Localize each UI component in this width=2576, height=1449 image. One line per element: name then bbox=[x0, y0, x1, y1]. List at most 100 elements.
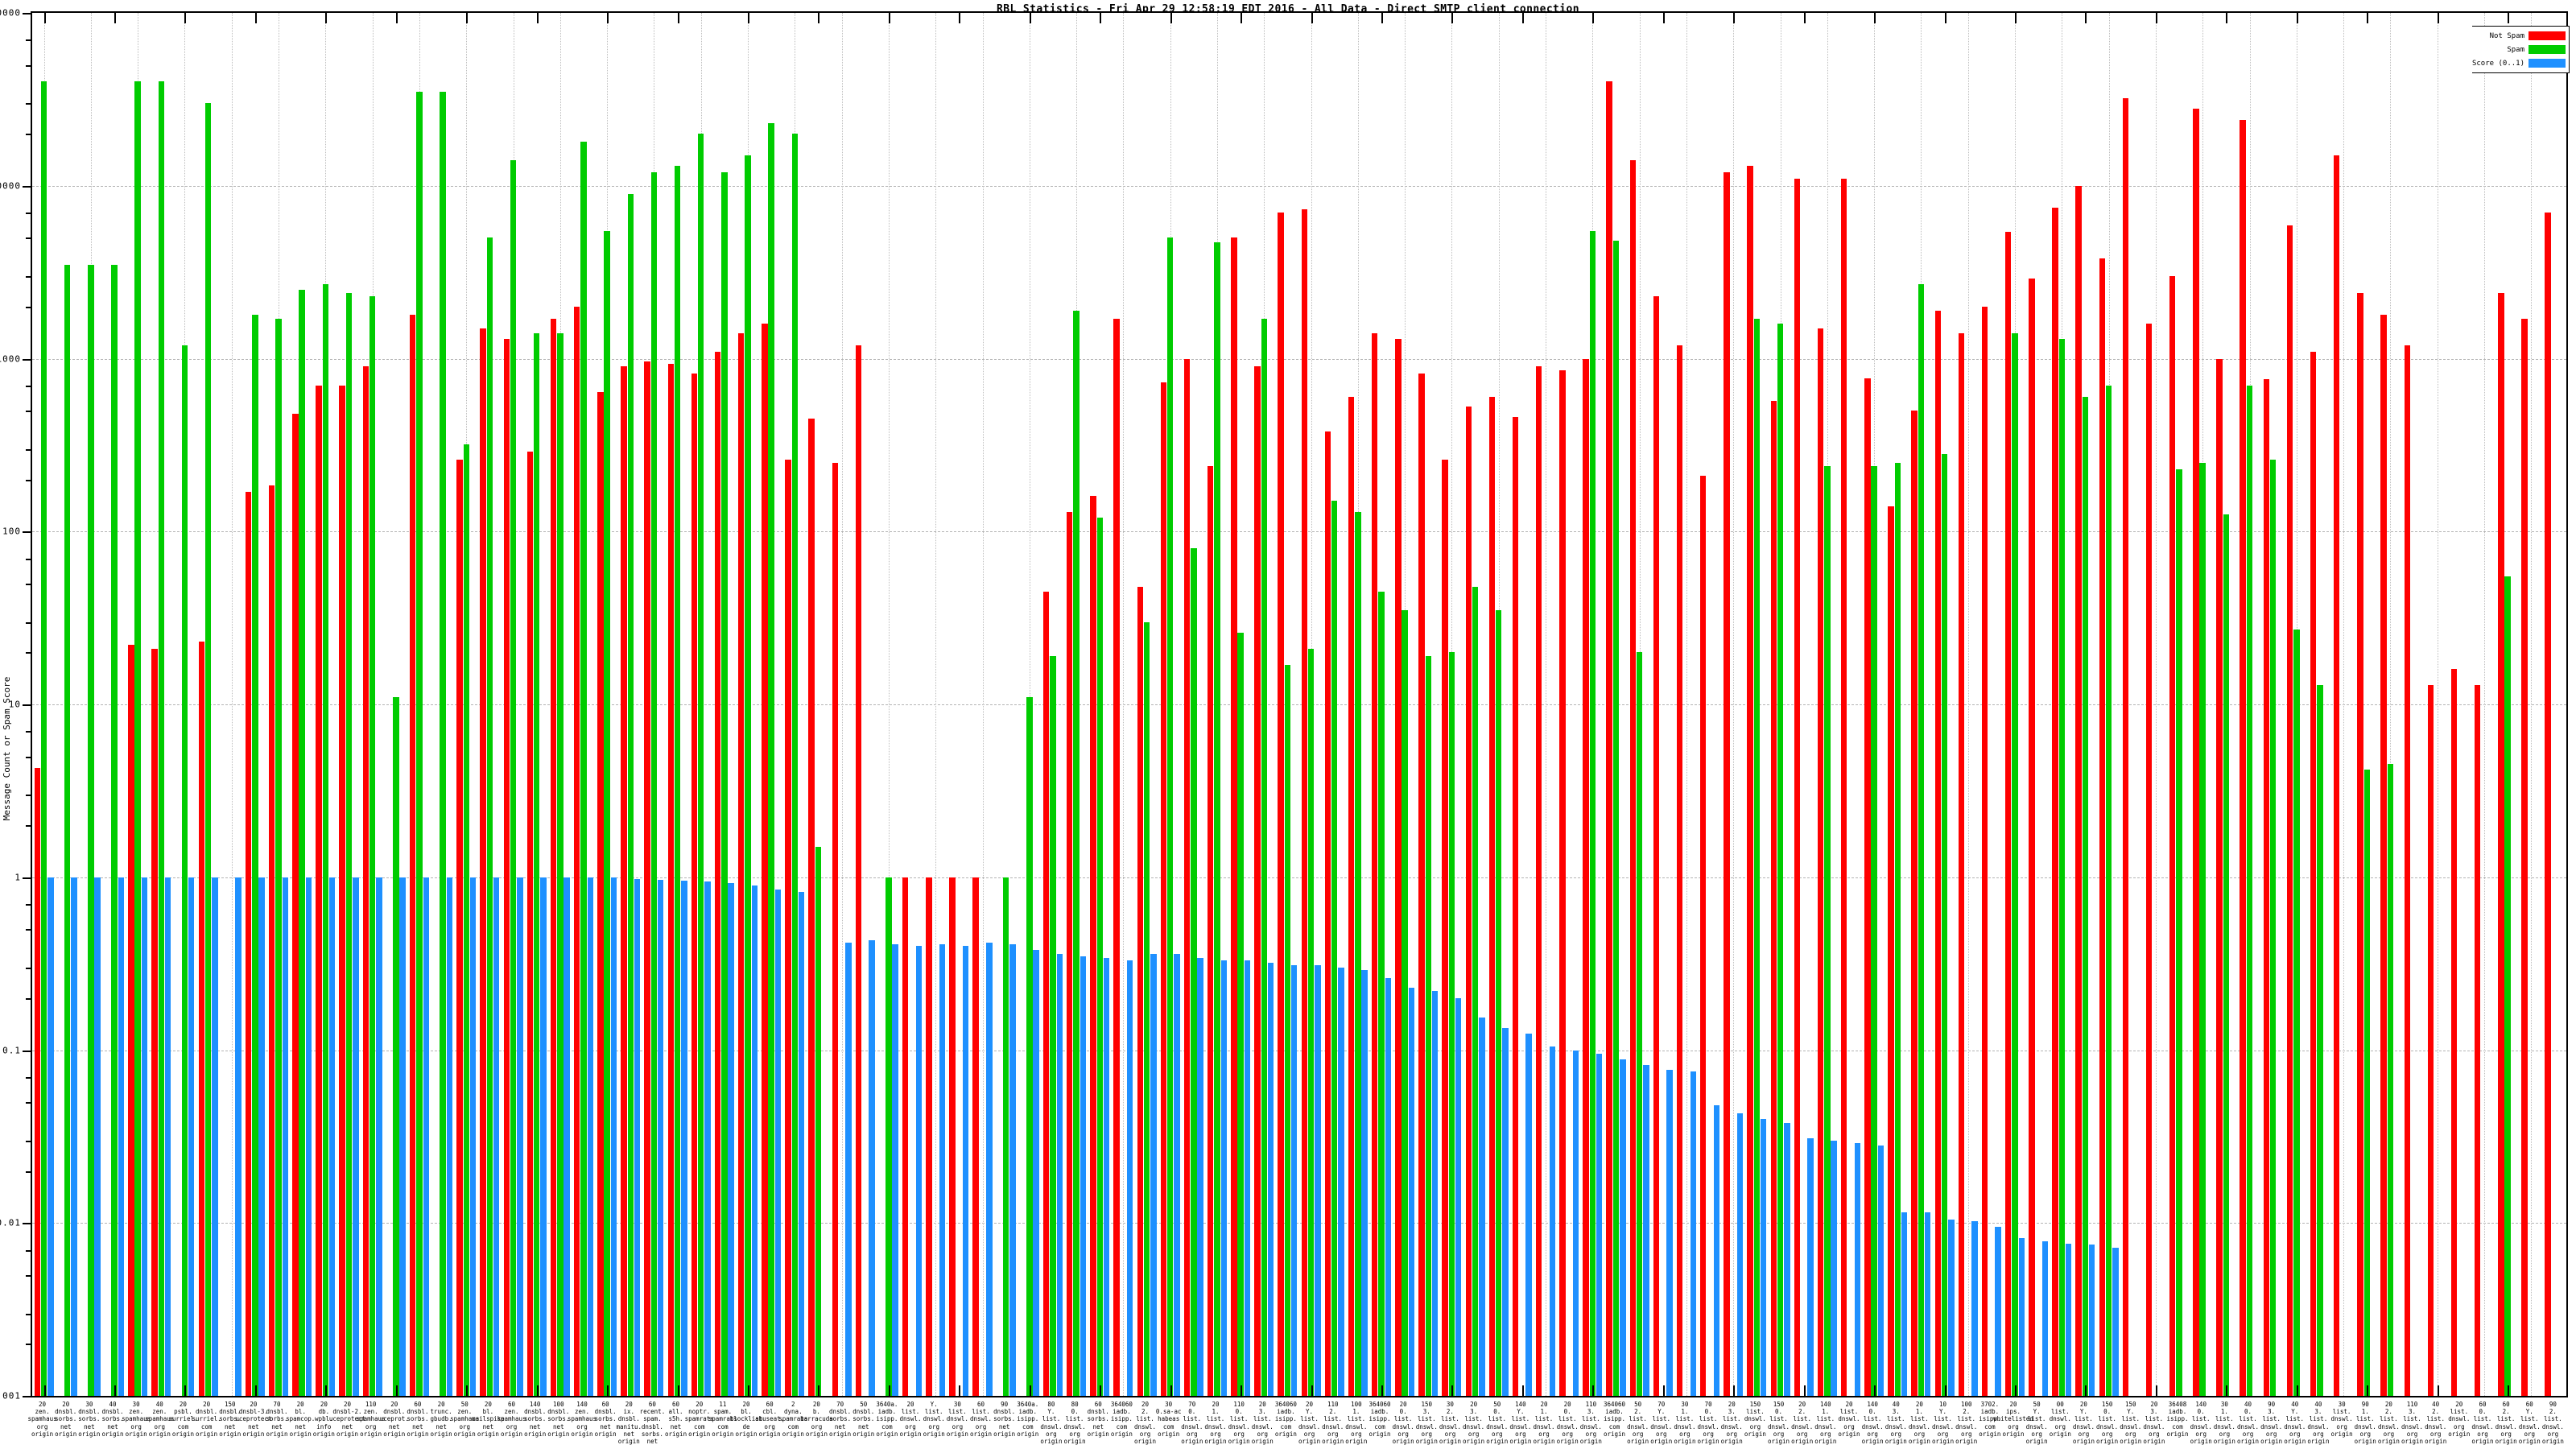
x-axis-label-line: org bbox=[2242, 1430, 2254, 1438]
x-axis-tick-label: 20 3. list. dnswl. org origin bbox=[1436, 1401, 1511, 1445]
x-axis-label-line: list. bbox=[1839, 1408, 1859, 1416]
x-axis-label-line: org bbox=[1468, 1430, 1480, 1438]
bar-not-spam bbox=[785, 460, 791, 1396]
bar-score bbox=[1666, 1069, 1673, 1396]
x-axis-tick-label: 20 dnsbl. uceprot. net origin bbox=[357, 1401, 431, 1438]
bar-spam bbox=[698, 134, 704, 1396]
legend-label: Score (0..1) bbox=[2471, 59, 2524, 68]
x-axis-label-line: list. bbox=[1582, 1415, 1600, 1423]
x-axis-tick-label: 30 0.sa-ac habeas com origin bbox=[1131, 1401, 1206, 1438]
x-axis-label-line: spamrats bbox=[708, 1415, 737, 1423]
x-axis-tick-label: 40 3. list. dnswl. org origin bbox=[1859, 1401, 1934, 1445]
x-axis-tick-top bbox=[1944, 12, 1946, 23]
x-axis-label-line: origin bbox=[758, 1430, 781, 1438]
x-axis-tick-label: 30 dnsbl. sorbs. net origin bbox=[52, 1401, 126, 1438]
x-axis-label-line: list. bbox=[2027, 1415, 2046, 1423]
bar-score bbox=[774, 889, 782, 1396]
bar-score bbox=[1502, 1027, 1509, 1396]
x-axis-label-line: dnswl. bbox=[1885, 1422, 1907, 1430]
bar-spam bbox=[1472, 586, 1479, 1396]
x-axis-label-line: 20 bbox=[62, 1401, 70, 1408]
y-axis-minor-tick bbox=[26, 997, 32, 1000]
x-axis-tick-label: 20 1. list. dnswl. org origin bbox=[1506, 1401, 1581, 1445]
x-axis-label-line: 60 bbox=[414, 1401, 422, 1408]
bar-not-spam bbox=[762, 323, 768, 1396]
bar-spam bbox=[1448, 652, 1455, 1396]
bar-not-spam bbox=[1301, 209, 1307, 1396]
bar-spam bbox=[580, 141, 587, 1396]
x-axis-tick-label: 40 zen. spamhaus org origin bbox=[122, 1401, 197, 1438]
bar-score bbox=[2112, 1247, 2119, 1396]
bar-not-spam bbox=[128, 645, 134, 1396]
x-axis-tick-top bbox=[1733, 12, 1736, 23]
x-axis-label-line: Y. bbox=[2127, 1408, 2135, 1416]
bar-not-spam bbox=[1958, 333, 1965, 1396]
x-axis-label-line: origin bbox=[148, 1430, 171, 1438]
x-axis-label-line: sorbs. bbox=[78, 1415, 101, 1423]
x-axis-label-line: list. bbox=[2145, 1415, 2164, 1423]
x-axis-label-line: origin bbox=[1345, 1438, 1368, 1446]
x-axis-label-line: abuseat. bbox=[755, 1415, 785, 1423]
x-axis-label-line: list. bbox=[2074, 1415, 2093, 1423]
x-axis-tick-label: 70 Y. list. dnswl. org origin bbox=[1624, 1401, 1699, 1445]
x-axis-label-line: net bbox=[295, 1422, 306, 1430]
x-axis-tick-bottom bbox=[748, 1385, 750, 1397]
x-axis-label-line: spamhaus bbox=[450, 1415, 480, 1423]
x-axis-label-line: surriel. bbox=[168, 1415, 198, 1423]
x-axis-label-line: dnsbl. bbox=[993, 1408, 1016, 1416]
x-axis-label-line: origin bbox=[500, 1430, 523, 1438]
x-axis-label-line: iadb. bbox=[1605, 1408, 1624, 1416]
bar-not-spam bbox=[1137, 586, 1143, 1396]
x-axis-label-line: list. bbox=[1934, 1415, 1952, 1423]
bar-spam bbox=[1941, 454, 1948, 1396]
x-axis-label-line: origin bbox=[2307, 1438, 2330, 1446]
x-axis-label-line: origin bbox=[1627, 1438, 1649, 1446]
bar-not-spam bbox=[1981, 306, 1988, 1396]
x-axis-label-line: 0. bbox=[1188, 1408, 1196, 1416]
x-axis-tick-bottom bbox=[1662, 1385, 1665, 1397]
x-axis-tick-label: 20 3. list. dnswl. org origin bbox=[1695, 1401, 1769, 1445]
x-axis-label-line: origin bbox=[688, 1430, 711, 1438]
x-axis-label-line: zen. bbox=[457, 1408, 473, 1416]
x-axis-label-line: 20 bbox=[1540, 1401, 1548, 1408]
x-axis-label-line: 150 bbox=[1773, 1401, 1785, 1408]
x-axis-tick-label: 40 2. list. dnswl. org origin bbox=[2398, 1401, 2473, 1445]
x-axis-label-line: 20 bbox=[203, 1401, 211, 1408]
x-axis-label-line: origin bbox=[1415, 1438, 1438, 1446]
x-axis-label-line: dnswl. bbox=[1861, 1422, 1884, 1430]
bar-spam bbox=[440, 91, 446, 1396]
bar-spam bbox=[745, 155, 751, 1396]
x-axis-label-line: 20 bbox=[625, 1401, 633, 1408]
x-axis-label-line: org bbox=[1726, 1430, 1737, 1438]
bar-score bbox=[1807, 1137, 1814, 1396]
y-axis-minor-tick bbox=[26, 134, 32, 136]
bar-spam bbox=[1378, 591, 1385, 1396]
bar-not-spam bbox=[621, 366, 627, 1396]
x-axis-label-line: 70 bbox=[1657, 1401, 1666, 1408]
x-axis-tick-top bbox=[2367, 12, 2369, 23]
x-axis-label-line: org bbox=[2265, 1430, 2277, 1438]
x-axis-label-line: origin bbox=[2330, 1430, 2353, 1438]
x-axis-label-line: 20 bbox=[39, 1401, 47, 1408]
bar-spam bbox=[1777, 323, 1784, 1396]
x-axis-label-line: net bbox=[224, 1422, 236, 1430]
x-axis-tick-top bbox=[2015, 12, 2017, 23]
x-axis-label-line: 20 bbox=[2384, 1401, 2392, 1408]
legend-swatch bbox=[2529, 45, 2566, 54]
x-axis-label-line: list. bbox=[1957, 1415, 1975, 1423]
x-axis-label-line: origin bbox=[453, 1430, 476, 1438]
bar-score bbox=[1713, 1104, 1720, 1396]
x-axis-label-line: dnswl. bbox=[923, 1415, 945, 1423]
x-axis-tick-label: 30 list. dnswl. org origin bbox=[920, 1401, 995, 1438]
x-axis-label-line: 40 bbox=[2432, 1401, 2440, 1408]
x-axis-label-line: dnswl. bbox=[1814, 1422, 1837, 1430]
x-axis-tick-bottom bbox=[184, 1385, 187, 1397]
x-axis-label-line: com bbox=[1162, 1422, 1174, 1430]
x-axis-label-line: psbl. bbox=[174, 1408, 192, 1416]
x-axis-label-line: com bbox=[787, 1422, 799, 1430]
bar-score bbox=[1315, 964, 1321, 1396]
bar-spam bbox=[1191, 548, 1197, 1396]
bar-not-spam bbox=[1536, 366, 1542, 1396]
x-axis-label-line: info bbox=[316, 1422, 332, 1430]
x-axis-label-line: 30 bbox=[85, 1401, 93, 1408]
